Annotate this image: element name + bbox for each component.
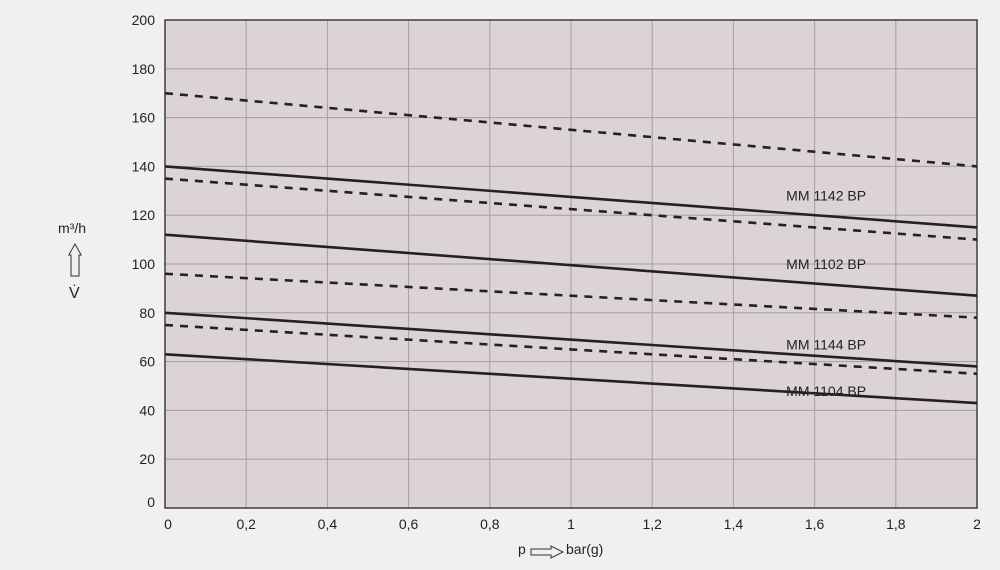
x-tick-label: 0,4 <box>318 516 338 532</box>
x-tick-label: 0 <box>164 516 172 532</box>
x-tick-label: 0,2 <box>236 516 256 532</box>
y-axis-symbol-label: V̇ <box>69 285 80 302</box>
solid-series-line <box>164 352 978 405</box>
y-tick-label: 100 <box>132 256 156 272</box>
dashed-series-line <box>164 323 978 376</box>
x-tick-label: 0,8 <box>480 516 500 532</box>
dashed-series-line <box>164 91 978 168</box>
x-tick-label: 1,2 <box>642 516 662 532</box>
y-axis-unit-label: m³/h <box>58 220 86 236</box>
y-tick-label: 120 <box>132 207 156 223</box>
dashed-series-line <box>164 272 978 319</box>
dashed-series-line <box>164 177 978 241</box>
solid-series-line <box>164 311 978 368</box>
solid-series-line <box>164 233 978 298</box>
y-tick-label: 160 <box>132 110 156 126</box>
x-tick-label: 0,6 <box>399 516 419 532</box>
model-annotation: MM 1102 BP <box>786 256 866 272</box>
solid-series-line <box>164 165 978 229</box>
model-annotation: MM 1104 BP <box>786 383 866 399</box>
right-arrow-icon <box>530 545 564 559</box>
model-annotation: MM 1142 BP <box>786 188 866 204</box>
x-axis-symbol-label: p <box>518 541 526 557</box>
x-tick-label: 1 <box>567 516 575 532</box>
x-tick-label: 1,8 <box>886 516 906 532</box>
y-tick-label: 40 <box>139 402 155 418</box>
x-tick-label: 1,4 <box>724 516 744 532</box>
model-annotation: MM 1144 BP <box>786 337 866 353</box>
y-tick-label: 140 <box>132 158 156 174</box>
plot-frame <box>164 19 978 509</box>
y-tick-label: 20 <box>139 451 155 467</box>
y-tick-label: 60 <box>139 354 155 370</box>
x-tick-label: 2 <box>973 516 981 532</box>
y-tick-label: 200 <box>132 12 156 28</box>
y-tick-label: 80 <box>139 305 155 321</box>
x-tick-label: 1,6 <box>805 516 825 532</box>
y-tick-label: 180 <box>132 61 156 77</box>
up-arrow-icon <box>68 243 82 277</box>
x-axis-unit-label: bar(g) <box>566 541 604 557</box>
y-tick-label: 0 <box>147 494 155 510</box>
